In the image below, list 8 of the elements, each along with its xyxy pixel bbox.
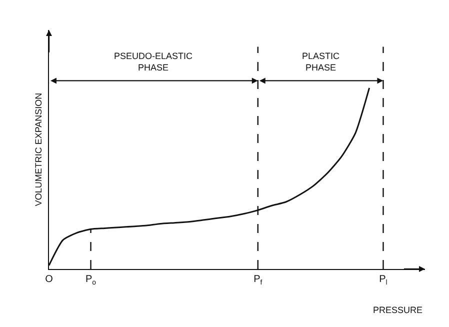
text: PSEUDO-ELASTIC PHASE — [114, 51, 194, 73]
text: PLASTIC PHASE — [302, 51, 340, 73]
x-tick-label: P$_{f}$ — [254, 274, 262, 286]
x-tick-label: P$_{l}$ — [379, 274, 388, 286]
y-axis-title: VOLUMETRIC EXPANSION — [33, 92, 44, 206]
x-axis-title: PRESSURE — [373, 305, 423, 315]
x-tick-label: O — [45, 274, 54, 286]
x-tick-label: P$_{o}$ — [85, 274, 96, 286]
